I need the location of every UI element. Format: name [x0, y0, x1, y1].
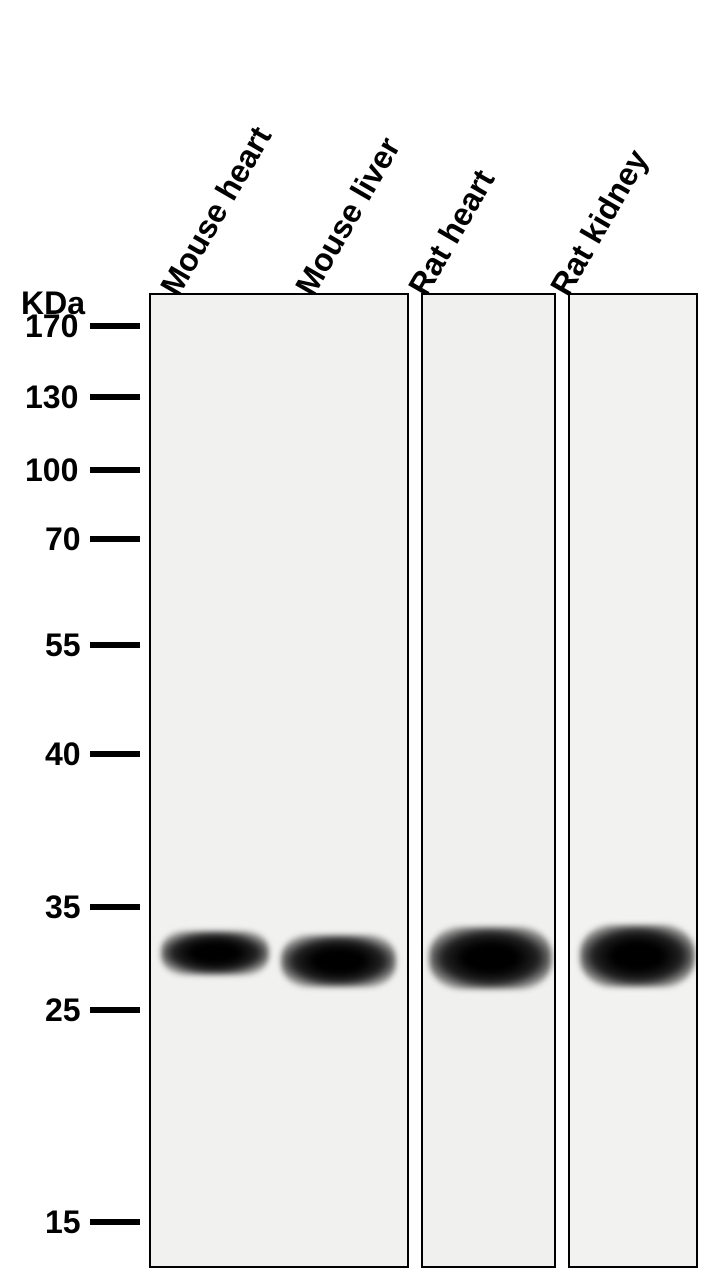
mw-marker-25: 25 — [45, 992, 81, 1029]
mw-tick-35 — [90, 904, 140, 910]
mw-marker-35: 35 — [45, 889, 81, 926]
panel-2 — [421, 293, 556, 1268]
mw-tick-70 — [90, 536, 140, 542]
mw-tick-55 — [90, 642, 140, 648]
band-rat-heart — [429, 927, 552, 989]
mw-tick-15 — [90, 1219, 140, 1225]
mw-marker-55: 55 — [45, 627, 81, 664]
lane-label-3: Rat kidney — [543, 143, 656, 302]
mw-marker-15: 15 — [45, 1204, 81, 1241]
band-mouse-heart — [161, 931, 269, 975]
lane-label-0: Mouse heart — [153, 120, 279, 302]
mw-marker-170: 170 — [25, 308, 78, 345]
mw-tick-100 — [90, 467, 140, 473]
mw-marker-130: 130 — [25, 379, 78, 416]
mw-tick-25 — [90, 1007, 140, 1013]
mw-marker-70: 70 — [45, 521, 81, 558]
mw-marker-100: 100 — [25, 452, 78, 489]
lane-label-1: Mouse liver — [288, 131, 408, 302]
panel-1 — [149, 293, 409, 1268]
band-mouse-liver — [281, 935, 396, 987]
mw-tick-130 — [90, 394, 140, 400]
band-rat-kidney — [580, 925, 695, 987]
mw-tick-40 — [90, 751, 140, 757]
mw-marker-40: 40 — [45, 736, 81, 773]
mw-tick-170 — [90, 323, 140, 329]
lane-label-2: Rat heart — [401, 163, 502, 302]
panel-3 — [568, 293, 698, 1268]
